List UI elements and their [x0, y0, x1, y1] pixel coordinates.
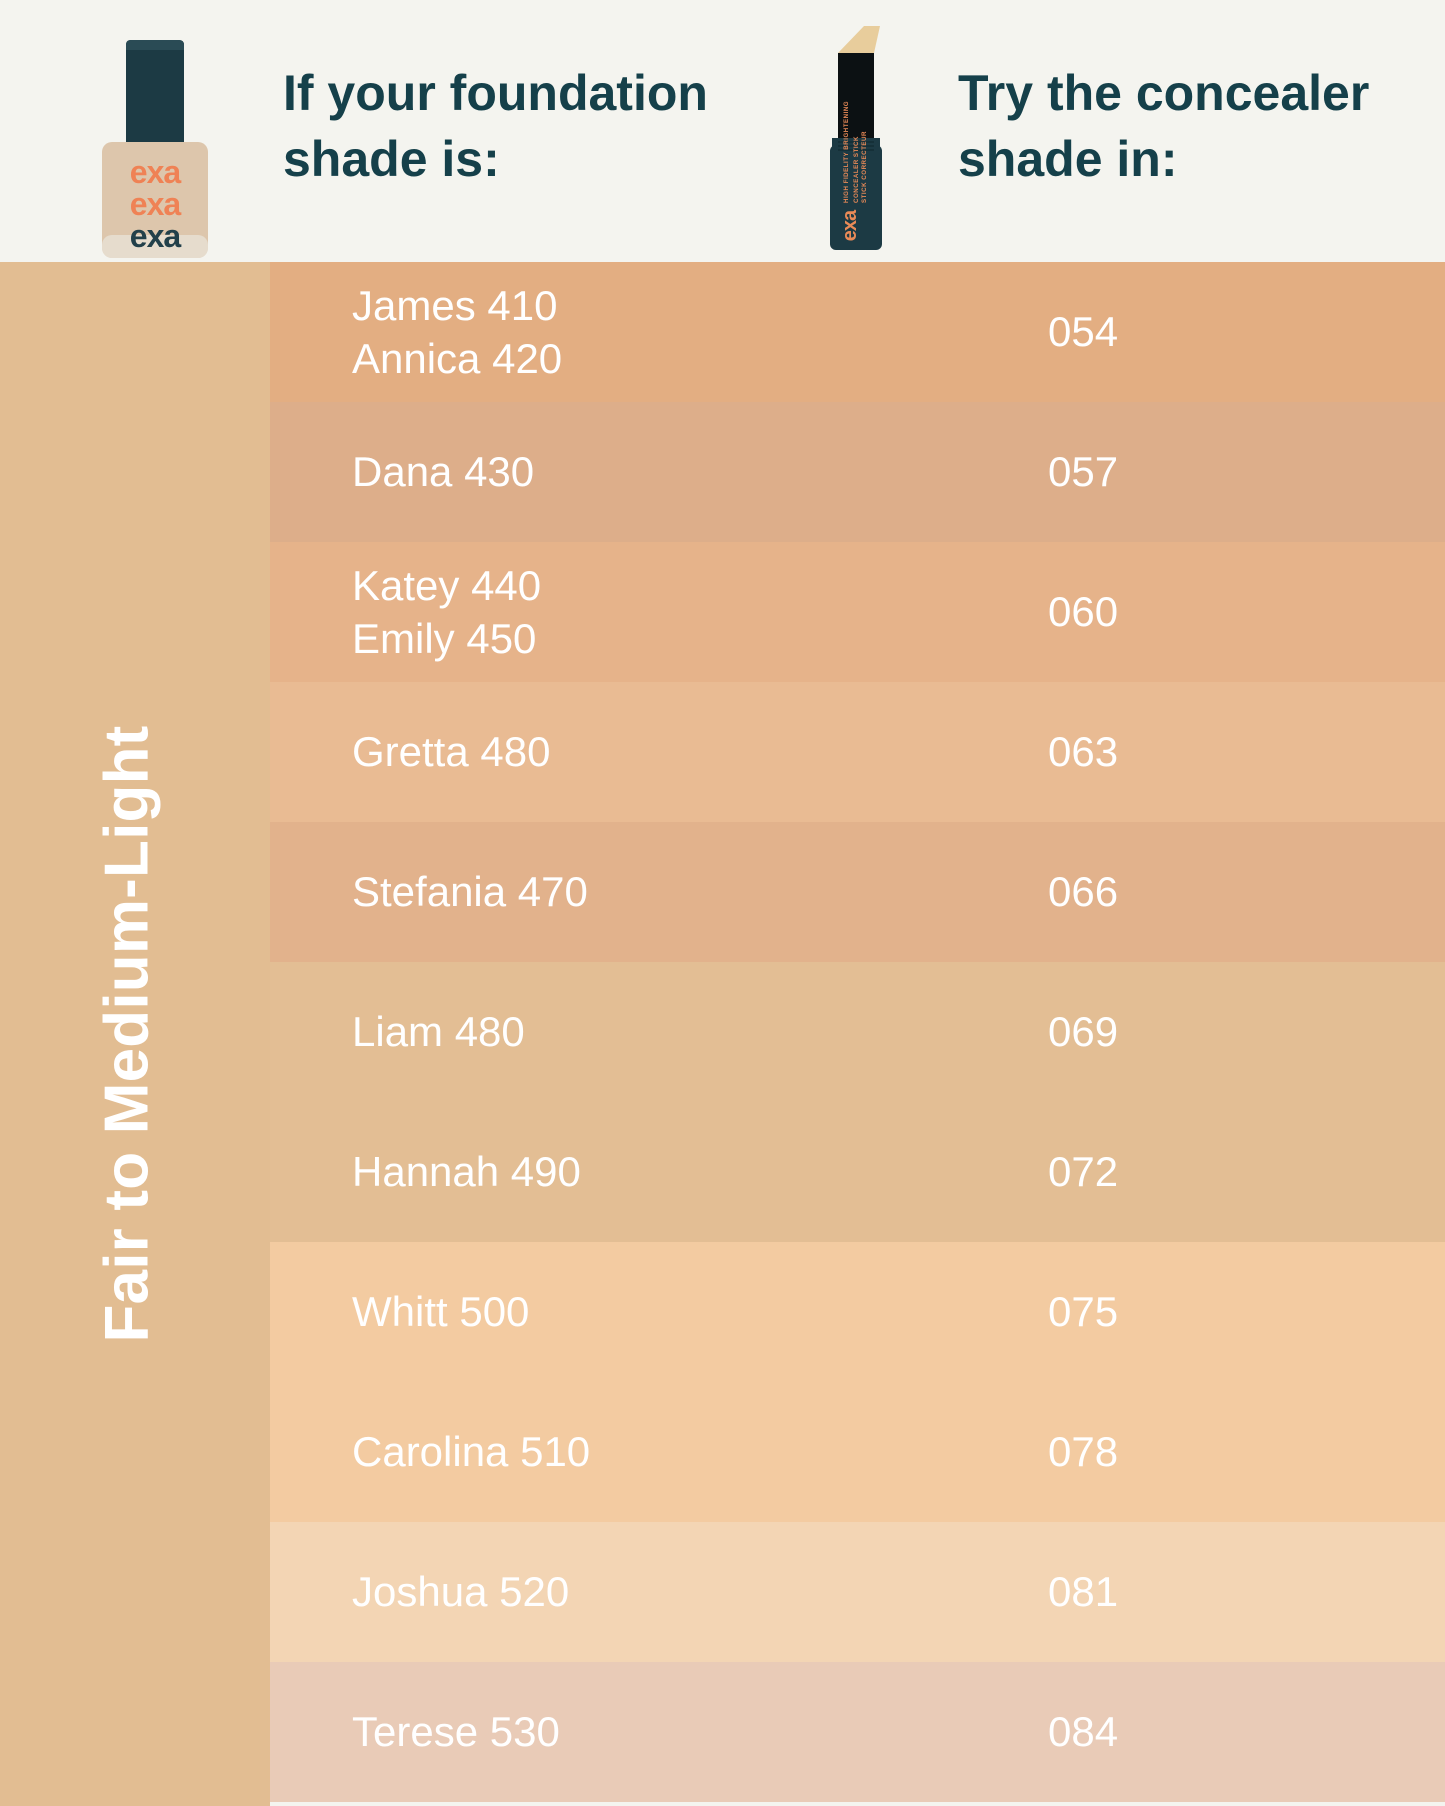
svg-text:exa: exa — [130, 218, 182, 254]
svg-text:exa: exa — [839, 209, 861, 241]
svg-text:STICK CORRECTEUR: STICK CORRECTEUR — [861, 131, 868, 203]
svg-text:HIGH FIDELITY BRIGHTENING: HIGH FIDELITY BRIGHTENING — [843, 101, 850, 203]
svg-text:exa: exa — [130, 154, 182, 190]
svg-text:exa: exa — [130, 186, 182, 222]
svg-text:CONCEALER STICK: CONCEALER STICK — [853, 136, 860, 203]
